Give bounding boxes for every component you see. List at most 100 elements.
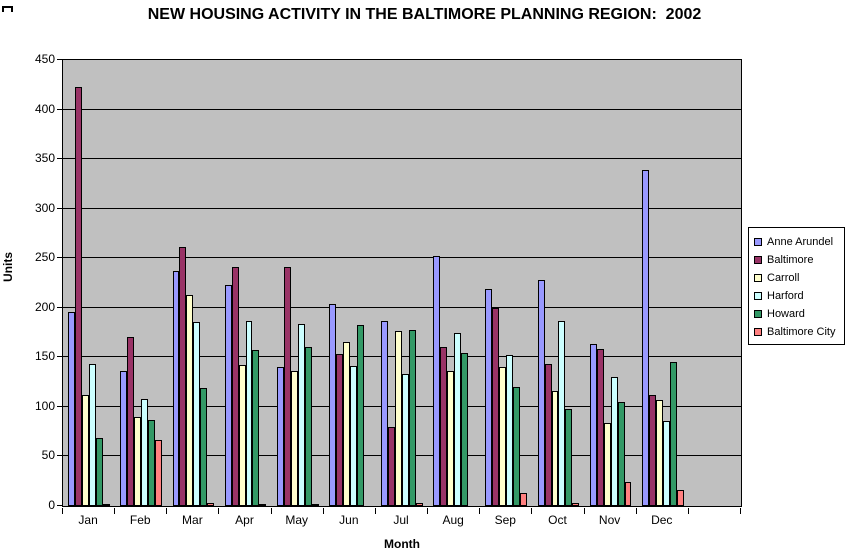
- x-tick-mark: [583, 508, 585, 514]
- x-tick-label: Nov: [598, 513, 621, 527]
- x-tick-mark: [218, 508, 220, 514]
- bar: [356, 324, 364, 506]
- bar: [641, 170, 649, 506]
- legend-swatch: [754, 256, 762, 264]
- bar: [245, 320, 253, 506]
- bar: [207, 503, 215, 506]
- bar: [395, 330, 402, 506]
- y-tick-label: 200: [34, 299, 55, 314]
- legend-label: Harford: [767, 290, 804, 302]
- bar: [328, 303, 336, 506]
- bar: [415, 503, 423, 506]
- bar: [440, 347, 448, 506]
- bar: [276, 367, 284, 506]
- bar: [311, 504, 319, 506]
- legend-swatch: [754, 328, 762, 336]
- bar: [102, 504, 110, 506]
- y-tick-mark: [57, 257, 62, 259]
- chart-title: NEW HOUSING ACTIVITY IN THE BALTIMORE PL…: [147, 6, 702, 23]
- x-tick-mark: [270, 508, 272, 514]
- bar: [297, 323, 305, 506]
- bar: [186, 294, 194, 506]
- y-tick-label: 0: [48, 498, 55, 512]
- y-tick-mark: [57, 59, 62, 60]
- bar: [68, 311, 76, 506]
- y-tick-mark: [57, 505, 62, 506]
- y-tick-mark: [57, 207, 62, 209]
- bar: [155, 439, 163, 506]
- x-tick-mark: [740, 508, 741, 514]
- legend-swatch: [754, 292, 762, 300]
- y-tick-mark: [57, 158, 62, 160]
- bar: [224, 284, 232, 506]
- x-tick-mark: [687, 508, 689, 514]
- y-tick-mark: [57, 108, 62, 110]
- bar: [408, 329, 416, 506]
- bar: [537, 280, 545, 506]
- x-axis-title: Month: [384, 537, 420, 551]
- bar: [172, 271, 180, 506]
- bar: [134, 416, 142, 506]
- legend-swatch: [754, 238, 762, 246]
- bar: [676, 490, 684, 506]
- x-tick-label: Jul: [393, 513, 409, 527]
- y-tick-mark: [57, 356, 62, 358]
- x-tick-label: Aug: [442, 513, 464, 527]
- x-tick-label: Jun: [339, 513, 359, 527]
- bar: [617, 401, 625, 506]
- bar: [485, 288, 493, 506]
- x-tick-label: Apr: [235, 513, 254, 527]
- gridline: [63, 306, 741, 308]
- x-tick-mark: [62, 508, 63, 514]
- bar: [461, 353, 469, 506]
- y-tick-label: 300: [34, 200, 55, 215]
- bar: [283, 267, 291, 506]
- y-tick-label: 100: [34, 398, 55, 413]
- bar: [342, 342, 350, 506]
- bar: [304, 347, 312, 506]
- y-tick-mark: [57, 455, 62, 457]
- gridline: [63, 108, 741, 110]
- bar: [603, 422, 611, 506]
- legend-item: Baltimore City: [754, 323, 842, 341]
- bar: [655, 399, 663, 506]
- bar: [447, 371, 455, 506]
- bar: [335, 354, 343, 506]
- plot-area: [62, 59, 742, 507]
- x-tick-label: Feb: [129, 513, 151, 527]
- bar: [75, 86, 83, 506]
- legend-item: Carroll: [754, 269, 842, 287]
- y-tick-label: 150: [34, 349, 55, 364]
- bar: [454, 332, 462, 506]
- legend: Anne Arundel Baltimore Carroll Harford Howar…: [748, 227, 845, 345]
- bar: [572, 503, 580, 506]
- x-tick-mark: [479, 508, 481, 514]
- legend-item: Howard: [754, 305, 842, 323]
- bar: [551, 391, 559, 506]
- y-tick-label: 400: [34, 101, 55, 116]
- x-tick-mark: [531, 508, 533, 514]
- bar: [290, 371, 298, 506]
- bar: [520, 493, 528, 506]
- x-tick-mark: [322, 508, 324, 514]
- legend-label: Howard: [767, 308, 805, 320]
- x-tick-label: Oct: [548, 513, 567, 527]
- y-axis-title: Units: [1, 252, 15, 282]
- bar: [499, 367, 507, 506]
- x-tick-label: Sep: [494, 513, 516, 527]
- bar: [669, 362, 677, 506]
- x-tick-mark: [635, 508, 637, 514]
- legend-swatch: [754, 274, 762, 282]
- bar: [513, 387, 521, 506]
- bar: [648, 395, 656, 506]
- legend-item: Anne Arundel: [754, 233, 842, 251]
- bar: [148, 419, 156, 506]
- y-tick-mark: [57, 405, 62, 407]
- bar: [141, 398, 149, 506]
- bar: [433, 256, 441, 506]
- gridline: [63, 207, 741, 209]
- y-tick-label: 50: [41, 448, 55, 463]
- gridline: [63, 356, 741, 358]
- legend-item: Baltimore: [754, 251, 842, 269]
